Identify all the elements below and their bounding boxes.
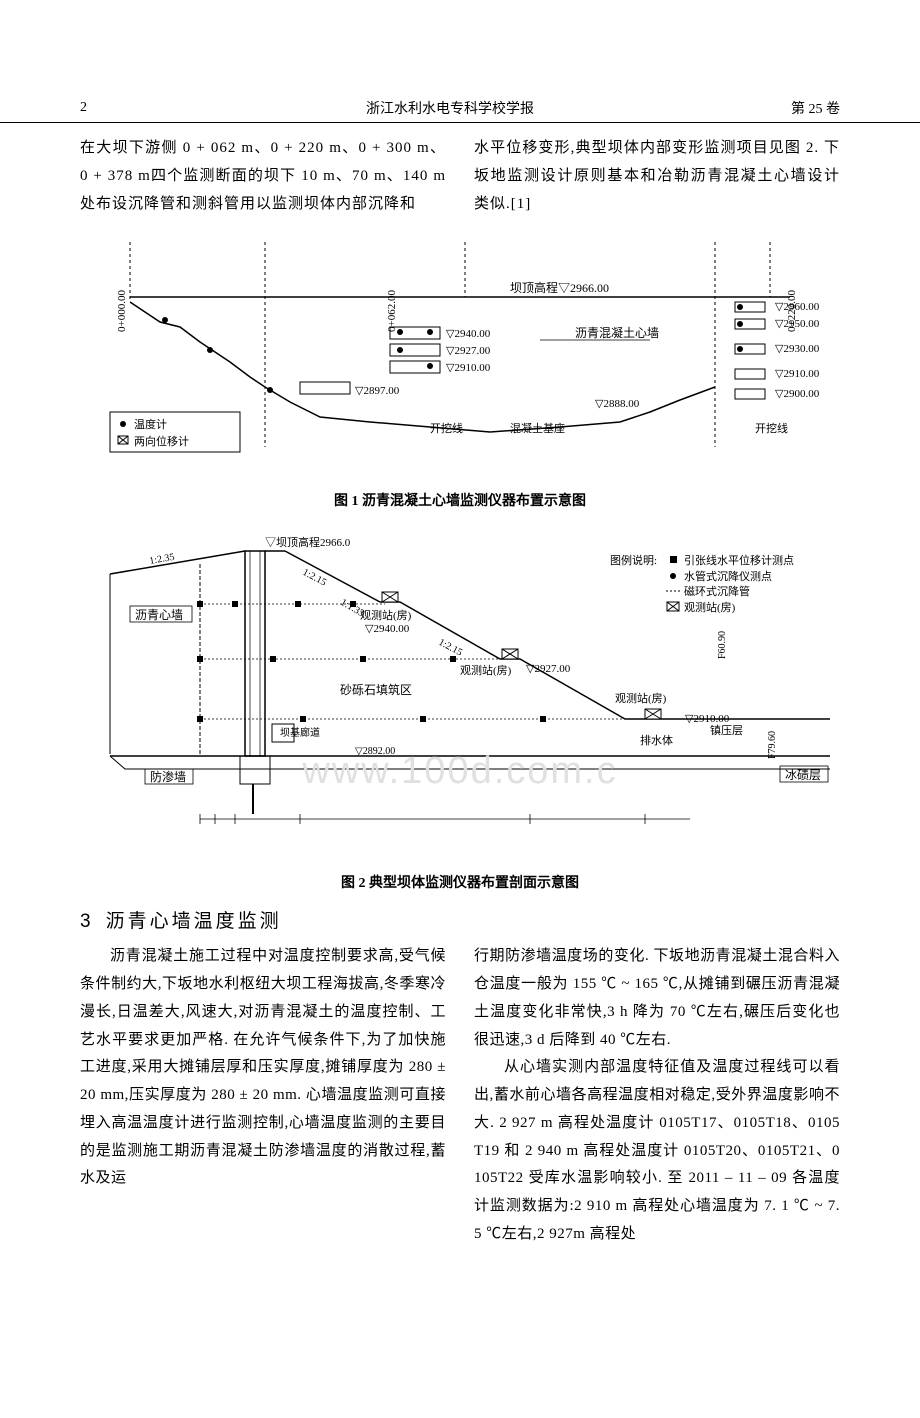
berm-label: 镇压层 [710, 723, 743, 737]
moraine-label: 冰碛层 [785, 768, 821, 782]
body-paragraph: 行期防渗墙温度场的变化. 下坂地沥青混凝土混合料入仓温度一般为 155 ℃ ~ … [474, 943, 840, 1054]
slope-label: 1:2.15 [437, 637, 464, 659]
volume-label: 第 25 卷 [760, 98, 840, 118]
legend-temp: 温度计 [134, 417, 167, 431]
elev-label: ▽2892.00 [355, 746, 395, 757]
top-paragraph: 在大坝下游侧 0 + 062 m、0 + 220 m、0 + 300 m、0 +… [0, 135, 920, 218]
elev-label: ▽2888.00 [595, 398, 640, 410]
vert-label: F79.60 [767, 731, 778, 759]
page-number: 2 [80, 100, 140, 116]
center-label: 沥青混凝土心墙 [575, 325, 659, 340]
elev-label: ▽2930.00 [775, 343, 820, 355]
base-label: 混凝土基座 [510, 421, 565, 435]
crest-label: ▽坝顶高程2966.0 [265, 535, 351, 549]
excavation-label: 开挖线 [430, 421, 463, 435]
right-column: 行期防渗墙温度场的变化. 下坂地沥青混凝土混合料入仓温度一般为 155 ℃ ~ … [474, 943, 840, 1248]
excavation-label: 开挖线 [755, 421, 788, 435]
drain-label: 排水体 [640, 733, 673, 747]
section-num: 3 [80, 911, 94, 932]
elev-label: ▽2927.00 [446, 345, 491, 357]
page-header: 2 浙江水利水电专科学校学报 第 25 卷 [0, 90, 920, 123]
figure-1-caption: 图 1 沥青混凝土心墙监测仪器布置示意图 [0, 490, 920, 510]
section-title-text: 沥青心墙温度监测 [106, 911, 282, 932]
body-paragraph: 从心墙实测内部温度特征值及温度过程线可以看出,蓄水前心墙各高程温度相对稳定,受外… [474, 1054, 840, 1248]
top-right-col: 水平位移变形,典型坝体内部变形监测项目见图 2. 下坂地监测设计原则基本和冶勒沥… [474, 135, 840, 218]
left-column: 沥青混凝土施工过程中对温度控制要求高,受气候条件制约大,下坂地水利枢纽大坝工程海… [80, 943, 446, 1248]
crest-elev: 坝顶高程▽2966.00 [510, 280, 609, 295]
station-label: 观测站(房) [360, 608, 412, 622]
station-label: 0+000.00 [116, 290, 128, 332]
figure-2-caption: 图 2 典型坝体监测仪器布置剖面示意图 [0, 872, 920, 892]
legend-item: 观测站(房) [684, 600, 736, 614]
elev-label: ▽2910.00 [775, 368, 820, 380]
cutoff-label: 防渗墙 [150, 769, 186, 784]
elev-label: ▽2950.00 [775, 318, 820, 330]
figure-2-svg: ▽坝顶高程2966.0 1:2.35 1:2.15 1:1.33 1:2.15 [70, 524, 850, 864]
elev-label: ▽2940.00 [446, 328, 491, 340]
elev-label: ▽2900.00 [775, 388, 820, 400]
figure-1: 0+000.00 0+062.00 0+220.00 0+378.00 0+40… [0, 232, 920, 510]
station-label: 0+062.00 [386, 290, 398, 332]
body-columns: 沥青混凝土施工过程中对温度控制要求高,受气候条件制约大,下坂地水利枢纽大坝工程海… [0, 943, 920, 1248]
figure-1-svg: 0+000.00 0+062.00 0+220.00 0+378.00 0+40… [90, 232, 830, 482]
elev-label: ▽2940.00 [365, 623, 410, 635]
legend-disp: 两向位移计 [134, 434, 189, 448]
elev-label: ▽2960.00 [775, 301, 820, 313]
journal-title: 浙江水利水电专科学校学报 [140, 98, 760, 118]
legend-title: 图例说明: [610, 553, 657, 567]
slope-label: 1:2.35 [149, 552, 176, 567]
top-left-col: 在大坝下游侧 0 + 062 m、0 + 220 m、0 + 300 m、0 +… [80, 135, 446, 218]
elev-label: ▽2910.00 [446, 362, 491, 374]
legend-item: 引张线水平位移计测点 [684, 553, 794, 567]
legend-item: 水管式沉降仪测点 [684, 569, 772, 583]
core-label: 沥青心墙 [135, 608, 183, 622]
body-paragraph: 沥青混凝土施工过程中对温度控制要求高,受气候条件制约大,下坂地水利枢纽大坝工程海… [80, 943, 446, 1193]
elev-label: ▽2897.00 [355, 385, 400, 397]
elev-label: ▽2910.00 [685, 713, 730, 725]
fill-label: 砂砾石填筑区 [340, 682, 412, 697]
vert-label: F60.90 [717, 631, 728, 659]
legend-item: 磁环式沉降管 [684, 584, 750, 598]
figure-2: ▽坝顶高程2966.0 1:2.35 1:2.15 1:1.33 1:2.15 [0, 524, 920, 892]
station-label: 观测站(房) [460, 663, 512, 677]
slope-label: 1:2.15 [301, 567, 328, 589]
gallery-label: 坝基廊道 [280, 726, 320, 739]
station-label: 观测站(房) [615, 691, 667, 705]
elev-label: ▽2927.00 [526, 663, 571, 675]
section-3-title: 3 沥青心墙温度监测 [0, 906, 920, 933]
